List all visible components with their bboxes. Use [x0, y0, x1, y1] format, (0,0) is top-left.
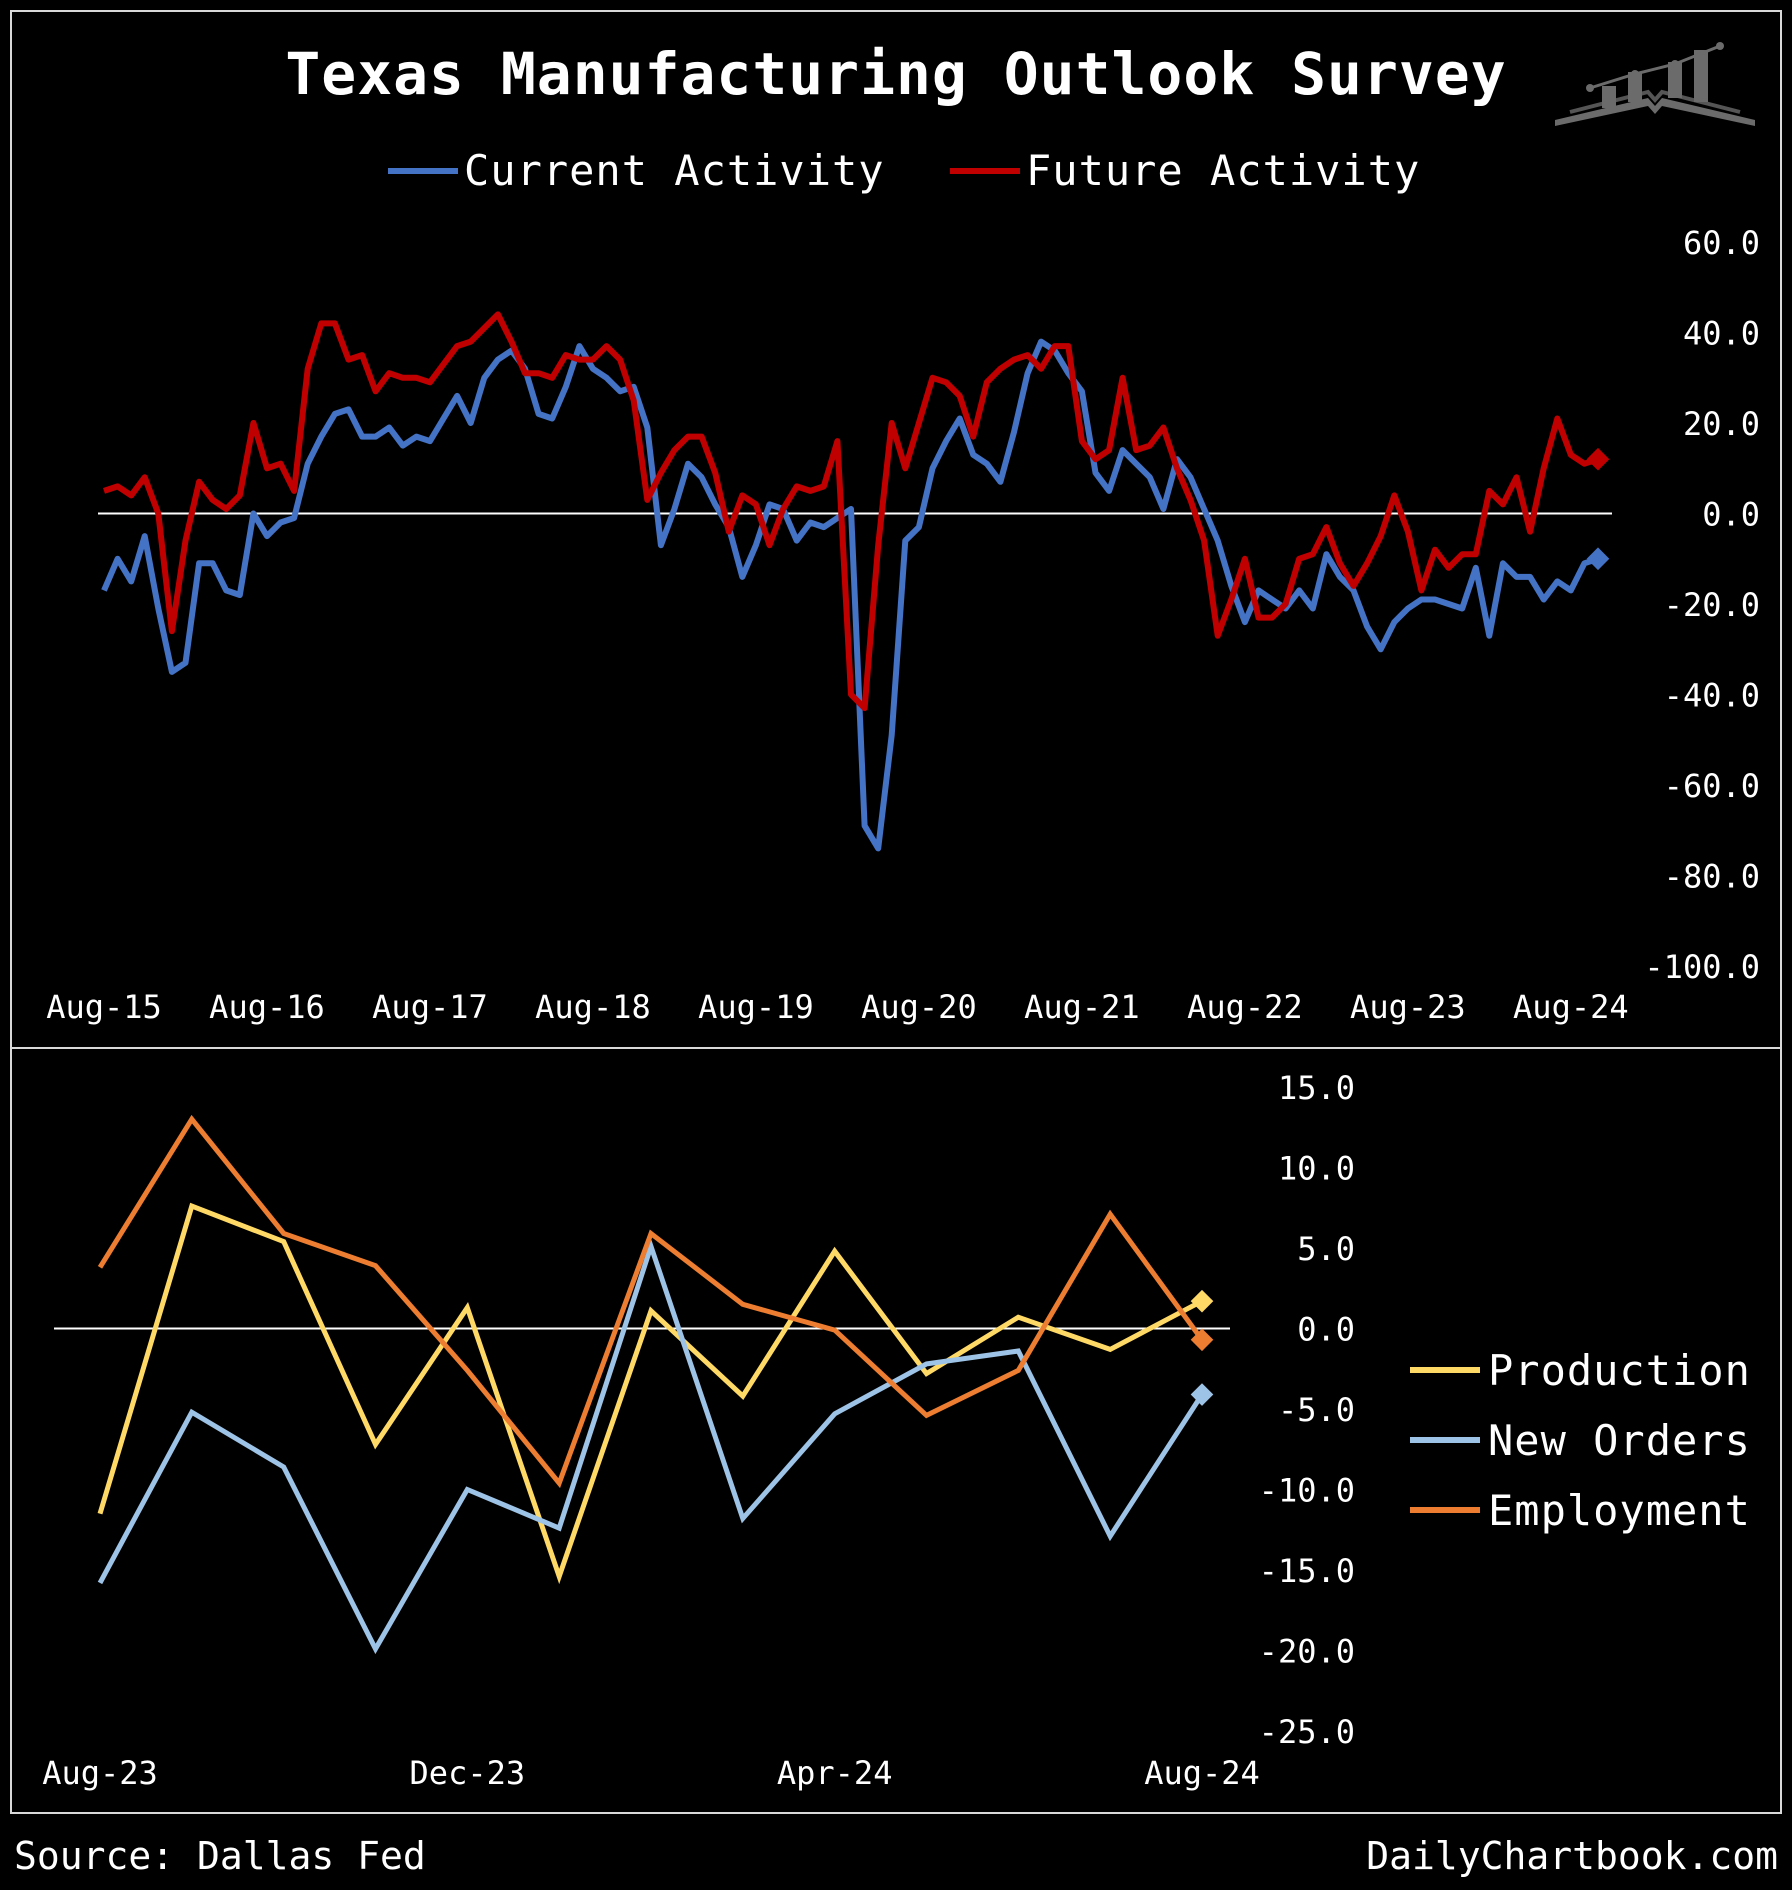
top-x-tick-label: Aug-16: [209, 988, 325, 1026]
top-series-group: [101, 311, 1610, 852]
series-line-current-activity: [101, 338, 1599, 852]
top-x-tick-label: Aug-17: [372, 988, 488, 1026]
source-note: Source: Dallas Fed: [14, 1834, 426, 1878]
legend-future-activity: Future Activity: [950, 146, 1420, 195]
brand-note: DailyChartbook.com: [1366, 1834, 1778, 1878]
legend-production: Production: [1410, 1335, 1790, 1405]
bottom-y-tick-label: 15.0: [1278, 1069, 1355, 1107]
production-swatch: [1410, 1367, 1480, 1373]
legend-new-orders: New Orders: [1410, 1405, 1790, 1475]
legend-label-future: Future Activity: [1026, 146, 1421, 195]
components-line-chart: 15.0 10.0 5.0 0.0 -5.0 -10.0 -15.0 -20.0 -25.0 A…: [42, 1069, 1355, 1792]
panel-divider: [12, 1047, 1780, 1049]
top-x-tick-label: Aug-19: [698, 988, 814, 1026]
activity-line-chart: 60.0 40.0 20.0 0.0 -20.0 -40.0 -60.0 -80.0 -100.…: [46, 224, 1760, 1026]
bottom-y-tick-label: -20.0: [1259, 1633, 1355, 1671]
chart-title: Texas Manufacturing Outlook Survey: [285, 40, 1507, 108]
bottom-y-tick-label: -10.0: [1259, 1472, 1355, 1510]
top-y-tick-label: 60.0: [1683, 224, 1760, 262]
legend-label-production: Production: [1488, 1345, 1751, 1395]
bottom-x-axis: Aug-23 Dec-23 Apr-24 Aug-24: [42, 1754, 1260, 1792]
legend-employment: Employment: [1410, 1475, 1790, 1545]
top-x-tick-label: Aug-15: [46, 988, 162, 1026]
new-orders-swatch: [1410, 1437, 1480, 1443]
series-end-marker: [1190, 1328, 1214, 1352]
series-end-marker: [1190, 1289, 1214, 1313]
series-line-production: [97, 1202, 1204, 1585]
top-y-tick-label: -80.0: [1664, 858, 1760, 896]
bottom-x-tick-label: Apr-24: [777, 1754, 893, 1792]
series-end-marker: [1190, 1383, 1214, 1406]
series-line-new-orders: [97, 1238, 1205, 1655]
bottom-x-tick-label: Aug-24: [1144, 1754, 1260, 1792]
employment-swatch: [1410, 1507, 1480, 1513]
bottom-y-tick-label: -25.0: [1259, 1713, 1355, 1751]
series-end-marker: [1586, 447, 1610, 471]
legend-label-employment: Employment: [1488, 1485, 1751, 1535]
bottom-y-tick-label: -5.0: [1278, 1391, 1355, 1429]
top-x-tick-label: Aug-21: [1024, 988, 1140, 1026]
top-x-tick-label: Aug-18: [535, 988, 651, 1026]
series-line-future-activity: [103, 311, 1599, 712]
bottom-y-axis: 15.0 10.0 5.0 0.0 -5.0 -10.0 -15.0 -20.0 -25.0: [1259, 1069, 1355, 1751]
top-x-axis: Aug-15 Aug-16 Aug-17 Aug-18 Aug-19 Aug-20 Aug-…: [46, 988, 1628, 1026]
bar-chart-book-logo-icon: [1555, 42, 1755, 126]
bottom-x-tick-label: Dec-23: [410, 1754, 526, 1792]
top-y-tick-label: 40.0: [1683, 315, 1760, 353]
top-y-tick-label: -60.0: [1664, 767, 1760, 805]
top-y-tick-label: -100.0: [1644, 948, 1760, 986]
bottom-y-tick-label: 5.0: [1297, 1230, 1355, 1268]
bottom-x-tick-label: Aug-23: [42, 1754, 158, 1792]
legend-current-activity: Current Activity: [388, 146, 885, 195]
legend-label-current: Current Activity: [464, 146, 885, 195]
legend-label-new-orders: New Orders: [1488, 1415, 1751, 1465]
series-end-marker: [1586, 547, 1610, 571]
top-y-tick-label: 20.0: [1683, 405, 1760, 443]
top-y-tick-label: -20.0: [1664, 586, 1760, 624]
top-x-tick-label: Aug-20: [861, 988, 977, 1026]
chart-frame: [10, 10, 1782, 1814]
series-line-employment: [97, 1114, 1205, 1489]
current-activity-swatch: [388, 167, 458, 174]
bottom-y-tick-label: 0.0: [1297, 1311, 1355, 1349]
top-legend: Current Activity Future Activity: [0, 146, 1792, 196]
bottom-y-tick-label: 10.0: [1278, 1150, 1355, 1188]
future-activity-swatch: [950, 167, 1020, 174]
top-x-tick-label: Aug-22: [1187, 988, 1303, 1026]
top-x-tick-label: Aug-24: [1513, 988, 1629, 1026]
bottom-y-tick-label: -15.0: [1259, 1552, 1355, 1590]
bottom-legend: Production New Orders Employment: [1410, 1335, 1790, 1545]
top-y-tick-label: 0.0: [1702, 496, 1760, 534]
top-y-tick-label: -40.0: [1664, 677, 1760, 715]
top-x-tick-label: Aug-23: [1350, 988, 1466, 1026]
bottom-series-group: [97, 1114, 1214, 1655]
top-y-axis: 60.0 40.0 20.0 0.0 -20.0 -40.0 -60.0 -80.0 -100.…: [1644, 224, 1760, 986]
